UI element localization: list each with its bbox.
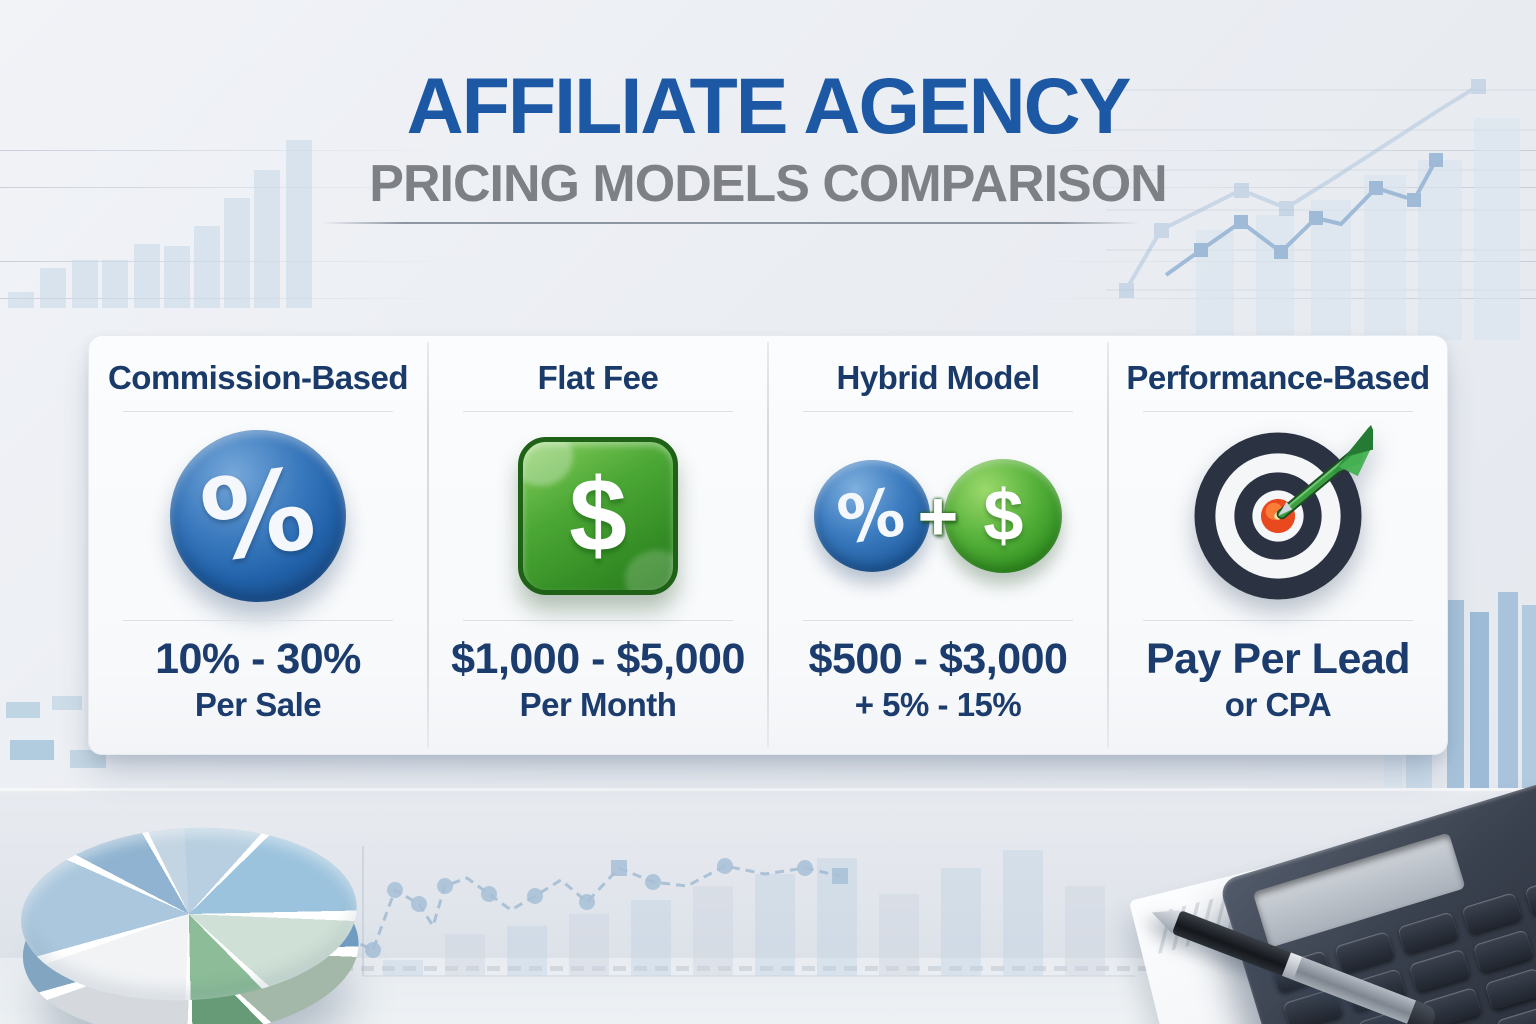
percent-circle-icon: % bbox=[813, 460, 930, 572]
calculator-key bbox=[1524, 872, 1536, 916]
header-divider bbox=[802, 411, 1074, 412]
pricing-model-name: Commission-Based bbox=[107, 359, 409, 396]
background-gridline bbox=[0, 150, 1536, 151]
pricing-unit: Per Sale bbox=[194, 686, 322, 724]
title-block: AFFILIATE AGENCY PRICING MODELS COMPARIS… bbox=[0, 66, 1536, 210]
pricing-model-name: Performance-Based bbox=[1126, 359, 1430, 396]
dollar-circle-icon: $ bbox=[944, 459, 1063, 573]
header-divider bbox=[462, 411, 734, 412]
background-gridline bbox=[0, 298, 1536, 299]
page-subtitle: PRICING MODELS COMPARISON bbox=[369, 155, 1167, 213]
calculator-key bbox=[1483, 967, 1536, 1011]
column-divider bbox=[427, 342, 429, 748]
pricing-model-name: Hybrid Model bbox=[836, 359, 1040, 396]
pricing-model-name: Flat Fee bbox=[537, 359, 659, 396]
title-underline bbox=[322, 222, 1140, 224]
column-divider bbox=[767, 342, 769, 748]
background-axis-scribbles bbox=[340, 966, 1350, 971]
page-title: AFFILIATE AGENCY bbox=[406, 61, 1132, 150]
pricing-unit: + 5% - 15% bbox=[854, 686, 1022, 724]
value-divider bbox=[122, 620, 394, 621]
value-divider bbox=[1142, 620, 1414, 621]
percent-circle-icon: % bbox=[170, 430, 346, 602]
dollar-square-icon: $ bbox=[518, 437, 678, 595]
pricing-value: 10% - 30% bbox=[155, 635, 361, 683]
icon-zone: % bbox=[89, 412, 427, 620]
header-divider bbox=[122, 411, 394, 412]
calculator-key bbox=[1472, 929, 1534, 973]
percent-plus-dollar-icon: % + $ bbox=[813, 459, 1063, 573]
icon-zone: % + $ bbox=[769, 412, 1107, 620]
pricing-column-commission-based: Commission-Based % 10% - 30% Per Sale bbox=[89, 336, 427, 754]
target-arrow-icon bbox=[1194, 424, 1373, 600]
calculator-key bbox=[1409, 948, 1471, 993]
pricing-column-flat-fee: Flat Fee $ $1,000 - $5,000 Per Month bbox=[429, 336, 767, 754]
calculator-key bbox=[1495, 1004, 1536, 1024]
pricing-column-hybrid: Hybrid Model % + $ $500 - $3,000 + 5% - … bbox=[769, 336, 1107, 754]
pricing-column-performance-based: Performance-Based bbox=[1109, 336, 1447, 754]
dollar-glyph: $ bbox=[983, 476, 1024, 556]
percent-glyph: % bbox=[832, 472, 911, 560]
pricing-comparison-panel: Commission-Based % 10% - 30% Per Sale Fl… bbox=[88, 335, 1448, 755]
calculator-key bbox=[1460, 892, 1523, 936]
header-divider bbox=[1142, 411, 1414, 412]
dollar-glyph: $ bbox=[569, 457, 627, 574]
pricing-unit: or CPA bbox=[1224, 686, 1332, 724]
icon-zone: $ bbox=[429, 412, 767, 620]
value-divider bbox=[462, 620, 734, 621]
pricing-value: $500 - $3,000 bbox=[808, 635, 1068, 683]
calculator-key bbox=[1397, 911, 1459, 955]
background-gridline bbox=[0, 261, 1536, 262]
decorative-pie-chart bbox=[16, 819, 364, 1024]
plus-glyph: + bbox=[917, 477, 959, 555]
percent-glyph: % bbox=[193, 443, 323, 589]
pricing-value: Pay Per Lead bbox=[1145, 635, 1411, 683]
pricing-unit: Per Month bbox=[519, 686, 677, 724]
value-divider bbox=[802, 620, 1074, 621]
pricing-value: $1,000 - $5,000 bbox=[451, 635, 745, 683]
icon-zone bbox=[1109, 412, 1447, 620]
column-divider bbox=[1107, 342, 1109, 748]
background-gridline bbox=[0, 187, 1536, 188]
calculator-key bbox=[1334, 930, 1396, 974]
